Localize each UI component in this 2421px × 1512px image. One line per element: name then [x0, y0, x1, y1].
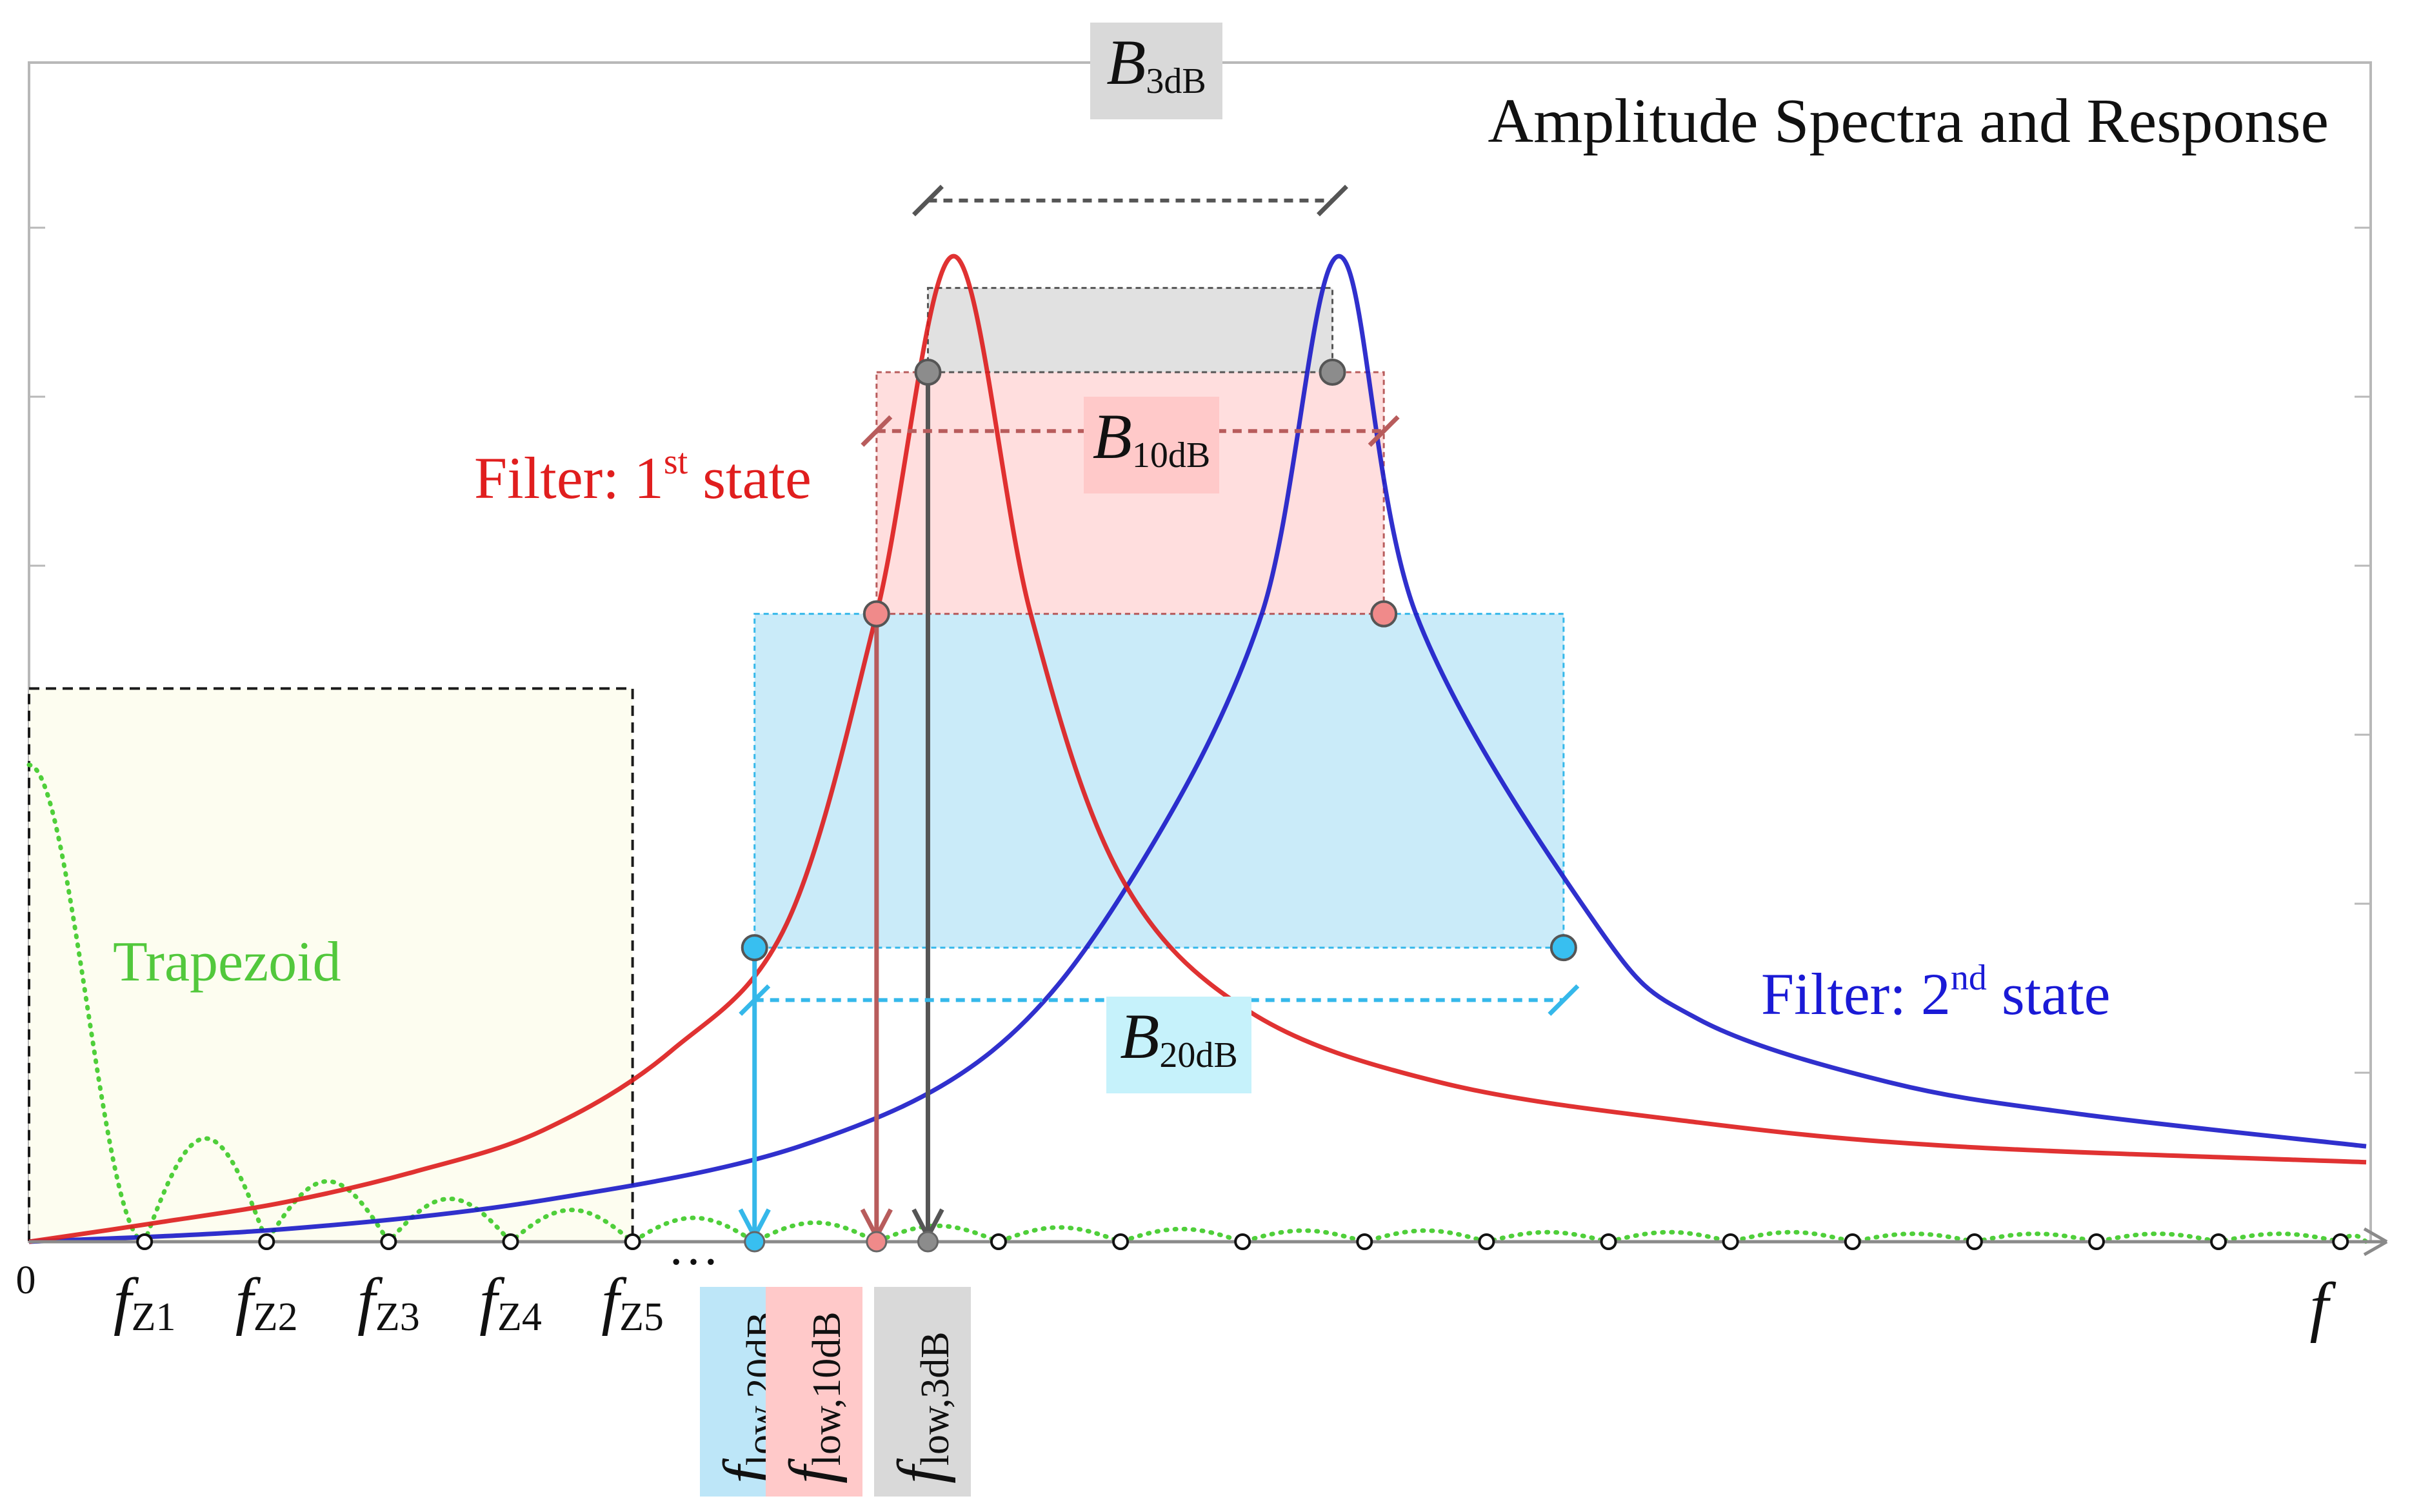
trapezoid-zero-marker [624, 1233, 641, 1250]
trapezoid-box-layer [28, 687, 634, 1243]
trapezoid-zero-marker [1234, 1233, 1251, 1250]
bandwidth-label-main: B [1120, 1000, 1159, 1072]
series-label-filter-2nd-state: Filter: 2nd state [1761, 958, 2110, 1027]
trapezoid-zero-marker [1600, 1233, 1617, 1250]
level-marker-B10dB [862, 600, 890, 628]
filter-1-label-main: Filter: 1 [474, 445, 664, 511]
x-tick-label-sub: Z5 [619, 1295, 664, 1339]
x-tick-label-fz2: fZ2 [235, 1265, 298, 1339]
trapezoid-zero-marker [1478, 1233, 1495, 1250]
trapezoid-zero-marker [502, 1233, 519, 1250]
bandwidth-label-B10dB: B10dB [1093, 401, 1210, 475]
trapezoid-zero-marker [2332, 1233, 2349, 1250]
bandwidth-label-box-B20dB [1106, 997, 1251, 1093]
trapezoid-zero-markers [136, 1233, 2349, 1250]
fz-ellipsis: … [668, 1219, 719, 1276]
trapezoid-zero-marker [136, 1233, 154, 1250]
x-tick-label-sub: Z1 [132, 1295, 176, 1339]
x-axis-label: f [2310, 1269, 2336, 1344]
dimension-tick-low-B3dB [912, 184, 944, 217]
f-low-label-sub: low,10dB [805, 1311, 849, 1466]
curve-layer [26, 254, 2369, 1247]
bandwidth-annotation-layer [738, 184, 1580, 1239]
bandwidth-label-B3dB: B3dB [1106, 26, 1206, 101]
x-tick-label-sub: Z4 [497, 1295, 542, 1339]
x-tick-label-sub: Z2 [254, 1295, 298, 1339]
bandwidth-label-main: B [1093, 401, 1132, 472]
bandwidth-label-B20dB: B20dB [1120, 1000, 1237, 1075]
dimension-tick-high-B3dB [1317, 184, 1348, 217]
bandwidth-label-sub: 3dB [1146, 61, 1206, 101]
trapezoid-zero-marker [990, 1233, 1007, 1250]
x-tick-label-fz5: fZ5 [601, 1265, 664, 1339]
bandwidth-label-sub: 20dB [1159, 1035, 1237, 1075]
trapezoid-zero-marker [2087, 1233, 2105, 1250]
trapezoid-zero-marker [1112, 1233, 1130, 1250]
series-label-trapezoid: Trapezoid [113, 931, 341, 993]
trapezoid-zero-marker [1722, 1233, 1739, 1250]
filter-2-label-main: Filter: 2 [1761, 961, 1951, 1027]
axis-marker-B10dB [866, 1231, 888, 1253]
level-marker-B10dB [1370, 600, 1398, 628]
trapezoid-zero-marker [1356, 1233, 1373, 1250]
dimension-tick-low-B10dB [861, 415, 893, 447]
filter-2-label-tail: state [1987, 961, 2111, 1027]
level-marker-B20dB [741, 934, 768, 962]
level-marker-B3dB [914, 359, 942, 386]
filter-2nd-state-curve [28, 254, 2367, 1244]
f-low-label-box-1 [766, 1287, 862, 1497]
x-tick-label-sub: Z3 [375, 1295, 420, 1339]
filter-1st-state-curve [28, 254, 2367, 1244]
bandwidth-box-B3dB [926, 286, 1334, 373]
f-low-label-box-2 [874, 1287, 971, 1497]
chart-title: Amplitude Spectra and Response [1488, 86, 2329, 156]
x-axis-arrowhead [2363, 1227, 2388, 1257]
level-marker-B20dB [1549, 934, 1577, 962]
trapezoid-zero-marker [1844, 1233, 1861, 1250]
filter-1-label-tail: state [688, 445, 812, 511]
x-tick-label-fz1: fZ1 [114, 1265, 176, 1339]
x-tick-label-fz4: fZ4 [479, 1265, 542, 1339]
bandwidth-label-sub: 10dB [1132, 435, 1210, 475]
x-tick-label-fz3: fZ3 [357, 1265, 420, 1339]
trapezoid-zero-marker [1966, 1233, 1983, 1250]
origin-label: 0 [16, 1258, 36, 1302]
bandwidth-label-main: B [1106, 26, 1146, 98]
trapezoid-zero-marker [380, 1233, 397, 1250]
f-low-label-sub: low,3dB [913, 1331, 957, 1466]
axis-marker-B3dB [917, 1231, 939, 1253]
dimension-tick-high-B10dB [1368, 415, 1400, 447]
filter-2-label-sup: nd [1951, 958, 1987, 998]
filter-1-label-sup: st [664, 442, 688, 482]
level-marker-B3dB [1319, 359, 1346, 386]
x-tick-labels: fZ1 fZ2 fZ3 fZ4 fZ5 [114, 1265, 664, 1339]
bandwidth-markers [741, 359, 1577, 1253]
trapezoid-box [28, 687, 634, 1243]
trapezoid-zero-marker [2210, 1233, 2227, 1250]
trapezoid-zero-marker [258, 1233, 275, 1250]
bandwidth-label-box-B10dB [1084, 397, 1219, 493]
dimension-tick-high-B20dB [1548, 984, 1580, 1016]
bandwidth-box-B20dB [753, 613, 1565, 949]
bandwidth-label-box-B3dB [1090, 23, 1222, 119]
series-label-filter-1st-state: Filter: 1st state [474, 442, 812, 511]
axis-marker-B20dB [744, 1231, 766, 1253]
